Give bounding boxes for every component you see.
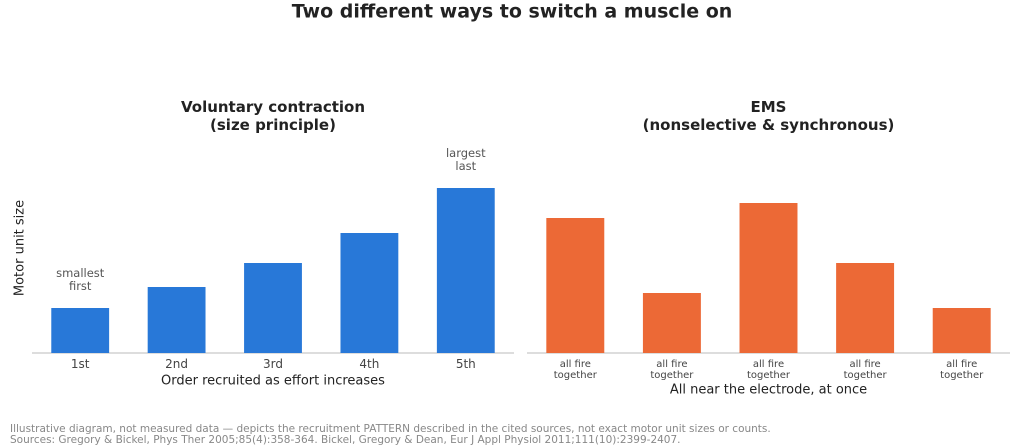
- annotation-line: largest: [446, 146, 486, 160]
- x-tick-label-line: all fire: [849, 359, 880, 370]
- bar: [739, 203, 798, 353]
- x-tick-label-line: together: [844, 370, 888, 381]
- bar: [436, 188, 495, 353]
- x-tick-label-line: together: [940, 370, 984, 381]
- figure-title: Two different ways to switch a muscle on: [292, 1, 733, 23]
- panel-title: Voluntary contraction (size principle): [181, 98, 365, 134]
- x-tick-label-line: all fire: [753, 359, 784, 370]
- x-tick-label-line: 4th: [359, 357, 379, 371]
- x-tick-label-line: all fire: [560, 359, 591, 370]
- x-tick-label-line: together: [747, 370, 791, 381]
- x-tick-label-line: 3rd: [263, 357, 283, 371]
- note: Illustrative diagram, not measured data …: [10, 423, 771, 435]
- panel-title-line: (size principle): [210, 116, 336, 134]
- bar: [546, 218, 605, 353]
- y-axis-label: Motor unit size: [13, 200, 28, 296]
- x-tick-label: 5th: [456, 357, 476, 371]
- annotation-line: smallest: [56, 266, 105, 280]
- bar: [340, 233, 399, 353]
- bar: [932, 308, 991, 353]
- panel-title: EMS (nonselective & synchronous): [643, 98, 895, 134]
- annotation-line: last: [455, 159, 476, 173]
- x-tick-label: 3rd: [263, 357, 283, 371]
- x-axis-label: Order recruited as effort increases: [161, 374, 385, 389]
- x-tick-label-line: 1st: [71, 357, 90, 371]
- annotation: largest last: [446, 146, 486, 173]
- note: Sources: Gregory & Bickel, Phys Ther 200…: [10, 434, 681, 446]
- x-tick-label: 2nd: [165, 357, 188, 371]
- x-tick-label-line: 5th: [456, 357, 476, 371]
- x-tick-label-line: 2nd: [165, 357, 188, 371]
- x-axis-label: All near the electrode, at once: [670, 383, 867, 398]
- bar: [244, 263, 302, 353]
- annotation-line: first: [69, 279, 92, 293]
- x-tick-label: 4th: [359, 357, 379, 371]
- bar: [147, 287, 206, 353]
- panel-title-line: Voluntary contraction: [181, 98, 365, 116]
- bar: [642, 293, 701, 353]
- annotation: smallest first: [56, 266, 105, 293]
- x-tick-label-line: together: [554, 370, 598, 381]
- bar: [836, 263, 895, 353]
- x-tick-label: all fire together: [554, 359, 598, 381]
- panel-title-line: (nonselective & synchronous): [643, 116, 895, 134]
- bar: [51, 308, 110, 353]
- x-tick-label-line: together: [650, 370, 694, 381]
- x-tick-label: all fire together: [844, 359, 888, 381]
- x-tick-label: all fire together: [747, 359, 791, 381]
- x-tick-label: all fire together: [650, 359, 694, 381]
- x-tick-label: all fire together: [940, 359, 984, 381]
- x-tick-label-line: all fire: [656, 359, 687, 370]
- x-tick-label-line: all fire: [946, 359, 977, 370]
- panel-title-line: EMS: [751, 98, 787, 116]
- x-tick-label: 1st: [71, 357, 90, 371]
